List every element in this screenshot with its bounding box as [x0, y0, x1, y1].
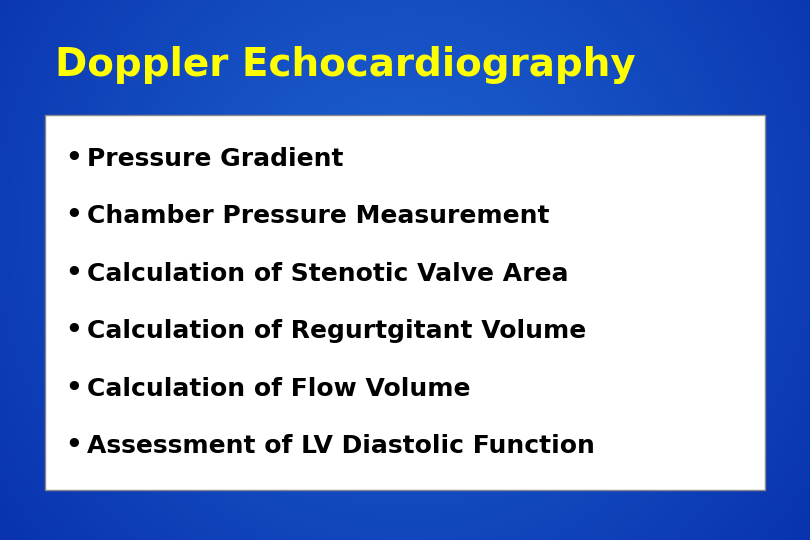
- Text: •: •: [65, 433, 82, 459]
- FancyBboxPatch shape: [45, 115, 765, 490]
- Text: Calculation of Regurtgitant Volume: Calculation of Regurtgitant Volume: [87, 319, 586, 343]
- Text: •: •: [65, 376, 82, 402]
- Text: Assessment of LV Diastolic Function: Assessment of LV Diastolic Function: [87, 434, 595, 458]
- Text: Calculation of Stenotic Valve Area: Calculation of Stenotic Valve Area: [87, 262, 569, 286]
- Text: Chamber Pressure Measurement: Chamber Pressure Measurement: [87, 204, 549, 228]
- Text: •: •: [65, 261, 82, 287]
- Text: •: •: [65, 318, 82, 345]
- Text: •: •: [65, 146, 82, 172]
- Text: Calculation of Flow Volume: Calculation of Flow Volume: [87, 377, 471, 401]
- Text: Pressure Gradient: Pressure Gradient: [87, 147, 343, 171]
- Text: Doppler Echocardiography: Doppler Echocardiography: [55, 46, 636, 84]
- Text: •: •: [65, 203, 82, 230]
